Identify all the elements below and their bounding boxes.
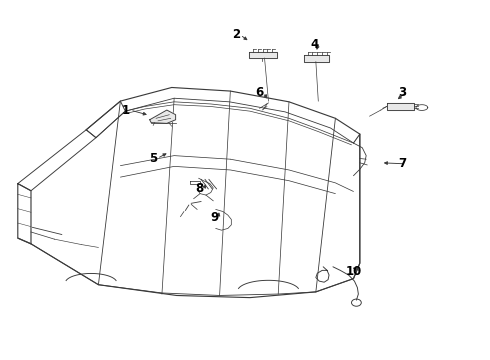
Polygon shape <box>249 51 277 58</box>
Text: 9: 9 <box>210 211 218 224</box>
Polygon shape <box>387 103 414 110</box>
Text: 4: 4 <box>310 38 318 51</box>
Polygon shape <box>150 110 175 123</box>
Text: 5: 5 <box>149 152 157 165</box>
Text: 1: 1 <box>122 104 130 117</box>
Polygon shape <box>18 130 96 191</box>
Text: 7: 7 <box>398 157 406 170</box>
Polygon shape <box>190 181 200 184</box>
Text: 8: 8 <box>195 183 203 195</box>
Text: 6: 6 <box>255 86 264 99</box>
Text: 10: 10 <box>346 265 362 278</box>
Text: 2: 2 <box>232 28 240 41</box>
Polygon shape <box>18 184 31 244</box>
Polygon shape <box>86 101 125 138</box>
Polygon shape <box>304 55 329 62</box>
Text: 3: 3 <box>398 86 406 99</box>
